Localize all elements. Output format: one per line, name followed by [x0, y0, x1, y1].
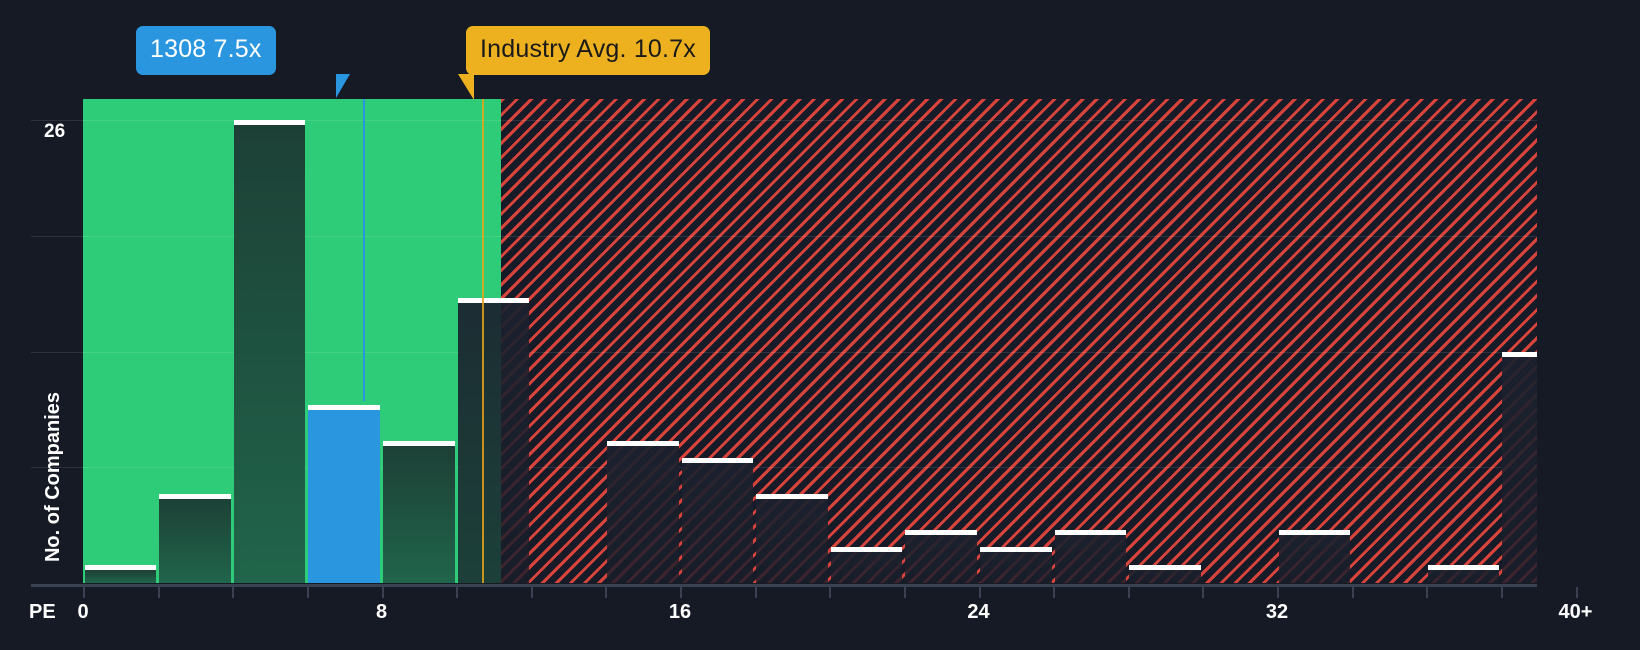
x-axis-tick [605, 587, 608, 598]
histogram-bar[interactable] [1427, 565, 1500, 583]
gridline [31, 120, 1537, 121]
x-axis-tick [1053, 587, 1056, 598]
x-axis-tick [306, 587, 309, 598]
bar-top-cap [905, 529, 977, 535]
x-axis-tick [829, 587, 832, 598]
x-axis-tick [530, 587, 533, 598]
bar-body [159, 498, 231, 583]
bar-body [1427, 570, 1500, 583]
x-axis-tick-label: 16 [668, 601, 692, 623]
bar-top-cap [1129, 565, 1201, 571]
histogram-bar[interactable] [383, 440, 455, 583]
bar-top-cap [606, 440, 679, 446]
histogram-bar[interactable] [681, 458, 754, 583]
histogram-bar[interactable] [1278, 529, 1351, 583]
x-axis-line [31, 584, 1537, 587]
industry-average-marker-label[interactable]: Industry Avg. 10.7x [466, 26, 710, 75]
plot-area [31, 99, 1537, 583]
histogram-bar[interactable] [606, 440, 679, 583]
bar-top-cap [84, 565, 157, 571]
bar-body [1502, 356, 1537, 583]
company-pe-marker-line [362, 99, 365, 402]
histogram-bar[interactable] [84, 565, 157, 583]
histogram-bar[interactable] [308, 404, 380, 583]
x-axis-tick [83, 587, 85, 598]
bar-body [606, 445, 679, 583]
bar-top-cap [159, 493, 231, 499]
x-axis-tick [1426, 587, 1429, 598]
bar-top-cap [308, 404, 380, 410]
x-axis-tick-label: 24 [967, 601, 990, 623]
bar-body [457, 303, 530, 583]
histogram-bar[interactable] [905, 529, 977, 583]
bar-top-cap [980, 547, 1052, 553]
bar-top-cap [1427, 565, 1500, 571]
x-axis-title: PE [29, 601, 56, 623]
overvalued-zone [500, 99, 1537, 583]
bar-body [681, 463, 754, 583]
histogram-bar[interactable] [756, 493, 828, 583]
bar-top-cap [383, 440, 455, 446]
bar-body [233, 125, 306, 583]
bar-top-cap [830, 547, 903, 553]
bar-top-cap [1054, 529, 1127, 535]
x-axis-tick [1500, 587, 1503, 598]
bar-top-cap [457, 298, 530, 304]
bar-body [383, 445, 455, 583]
bar-body [308, 409, 380, 583]
gridline [31, 235, 1537, 237]
x-axis-tick [381, 587, 384, 598]
bar-top-cap [756, 493, 828, 499]
company-pe-marker-label[interactable]: 1308 7.5x [136, 26, 276, 75]
x-axis-tick [1277, 587, 1279, 598]
x-axis-tick [232, 587, 235, 598]
x-axis-tick [680, 587, 682, 598]
bar-body [1129, 570, 1201, 583]
histogram-bar[interactable] [1129, 565, 1201, 583]
bar-body [756, 498, 828, 583]
bar-body [84, 570, 157, 583]
bar-top-cap [1502, 351, 1537, 357]
bar-body [1278, 534, 1351, 583]
histogram-bar[interactable] [233, 120, 306, 583]
bar-body [1054, 534, 1127, 583]
histogram-bar[interactable] [1502, 351, 1537, 583]
industry-average-marker-line [482, 99, 485, 583]
bar-top-cap [681, 458, 754, 464]
y-axis-title: No. of Companies [42, 392, 64, 563]
x-axis-tick [754, 587, 757, 598]
histogram-bar[interactable] [1054, 529, 1127, 583]
bar-top-cap [233, 120, 306, 125]
x-axis-tick [978, 587, 981, 598]
histogram-bar[interactable] [159, 493, 231, 583]
x-axis-tick-label: 40+ [1558, 601, 1593, 623]
bar-top-cap [1278, 529, 1351, 535]
company-pe-marker-tail [336, 74, 350, 98]
x-axis-tick [1202, 587, 1205, 598]
gridline [31, 351, 1537, 353]
x-axis-tick-label: 8 [375, 601, 388, 623]
x-axis-tick-label: 0 [77, 601, 89, 623]
x-axis-tick [1351, 587, 1354, 598]
x-axis-tick [1575, 587, 1578, 598]
x-axis-tick [1127, 587, 1130, 598]
y-axis-max-label: 26 [44, 121, 66, 142]
bar-body [980, 552, 1052, 583]
industry-average-marker-tail [458, 74, 474, 100]
histogram-bar[interactable] [457, 298, 530, 583]
bar-body [905, 534, 977, 583]
x-axis-tick [157, 587, 160, 598]
x-axis-tick [456, 587, 459, 598]
bar-body [830, 552, 903, 583]
gridline [31, 467, 1537, 469]
x-axis-tick-label: 32 [1265, 601, 1289, 623]
histogram-bar[interactable] [980, 547, 1052, 583]
histogram-bar[interactable] [830, 547, 903, 583]
x-axis-tick [903, 587, 906, 598]
